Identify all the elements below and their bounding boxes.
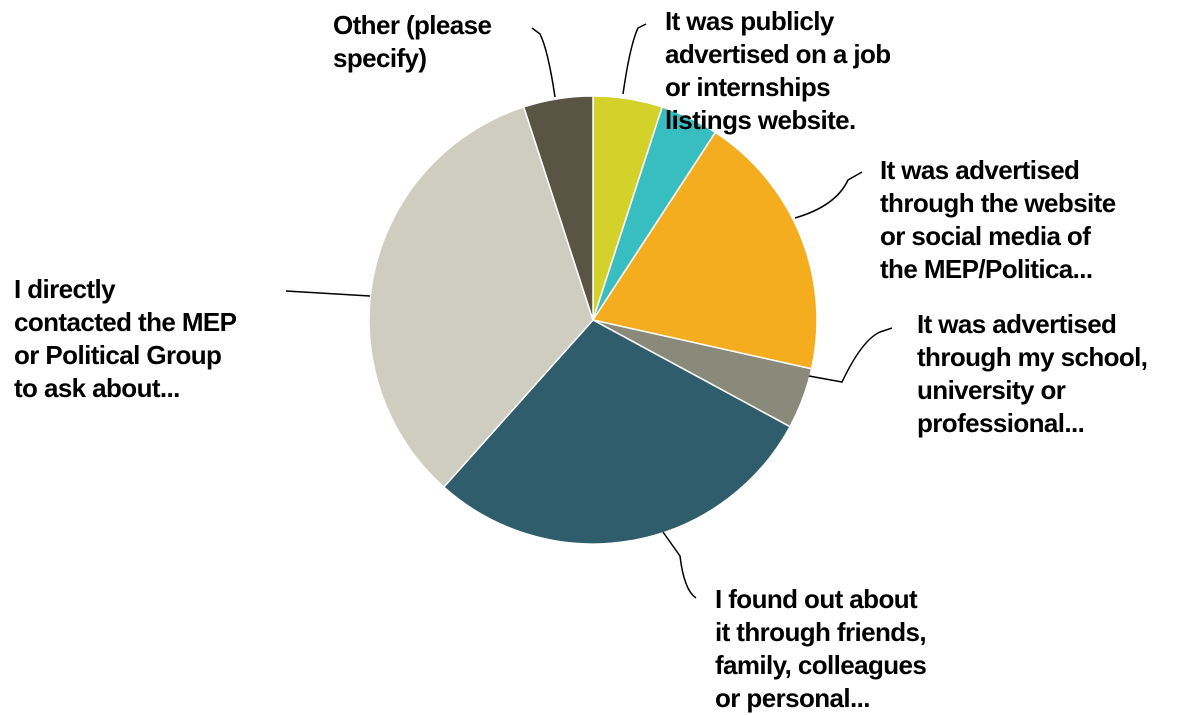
slice-labels: It was publicly advertised on a job or i… xyxy=(14,6,1154,713)
slice-label-school: It was advertised through my school, uni… xyxy=(917,309,1154,438)
slice-label-website-social: It was advertised through the website or… xyxy=(880,155,1122,284)
slice-label-publicly-advertised: It was publicly advertised on a job or i… xyxy=(665,6,897,135)
leader-line-school xyxy=(808,327,893,383)
pie-slice-5 xyxy=(442,319,791,545)
pie-slice-6 xyxy=(368,106,594,489)
slice-label-direct-contact: I directly contacted the MEP or Politica… xyxy=(14,274,243,403)
pie-slice-7 xyxy=(522,95,594,321)
leader-line-other xyxy=(531,27,556,98)
leader-line-friends xyxy=(662,531,697,599)
slice-label-friends: I found out about it through friends, fa… xyxy=(715,584,933,713)
slice-label-other: Other (please specify) xyxy=(333,10,498,73)
leader-lines xyxy=(285,23,893,599)
leader-line-website-social xyxy=(794,171,863,219)
leader-line-publicly-advertised xyxy=(622,23,647,95)
pie-slice-3 xyxy=(591,131,818,370)
pie-slices xyxy=(368,95,818,545)
leader-line-direct xyxy=(285,290,371,297)
